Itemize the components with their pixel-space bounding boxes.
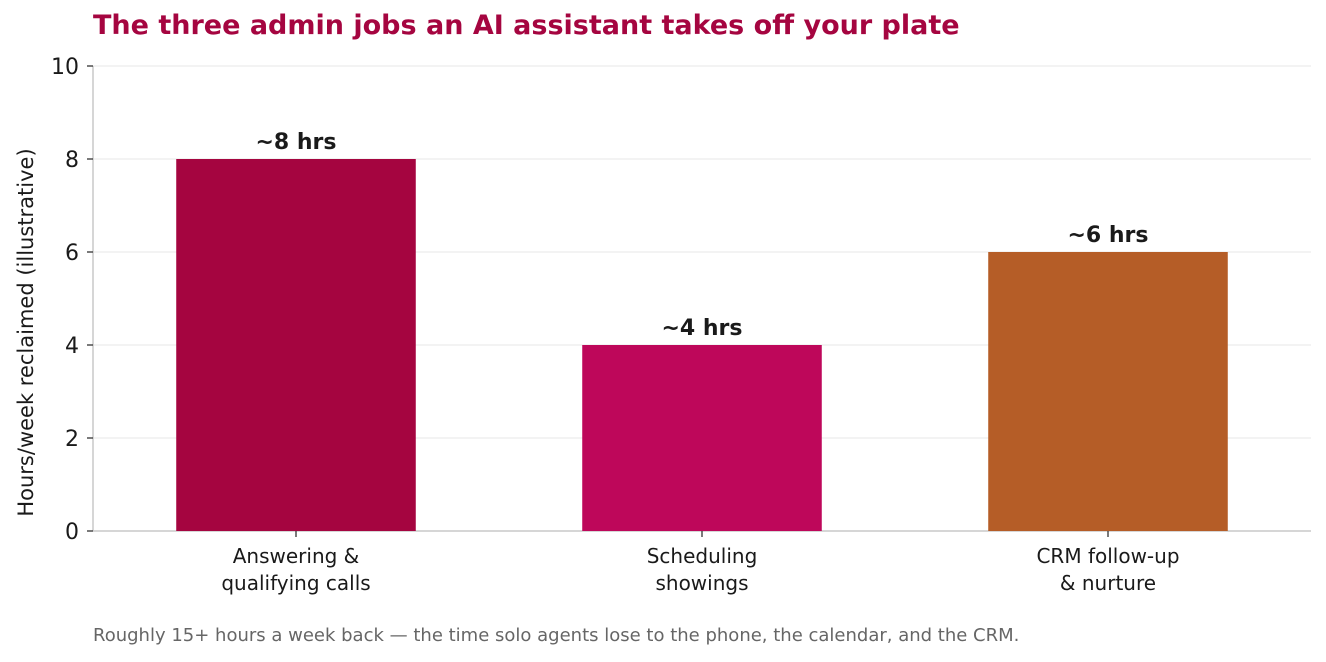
y-tick-label: 2 [65,427,79,452]
bar-value-label: ~8 hrs [255,130,336,155]
x-tick-label: CRM follow-up & nurture [1036,544,1179,595]
x-ticks: Answering & qualifying calls Scheduling sho… [221,531,1180,595]
y-tick-label: 8 [65,148,79,173]
x-tick-label: Scheduling showings [647,544,758,595]
y-tick-label: 4 [65,334,79,359]
chart-caption: Roughly 15+ hours a week back — the time… [93,625,1020,646]
y-tick-label: 6 [65,241,79,266]
bars: ~8 hrs ~4 hrs ~6 hrs [176,130,1228,531]
y-tick-label: 0 [65,520,79,545]
bar [582,345,822,531]
bar [176,159,416,531]
bar-value-label: ~4 hrs [661,316,742,341]
y-axis-title: Hours/week reclaimed (illustrative) [14,148,38,516]
bar [988,252,1228,531]
y-ticks: 0 2 4 6 8 10 [51,55,93,545]
bar-value-label: ~6 hrs [1067,223,1148,248]
chart-title: The three admin jobs an AI assistant tak… [93,10,960,41]
y-tick-label: 10 [51,55,79,80]
x-tick-label: Answering & qualifying calls [221,544,370,595]
